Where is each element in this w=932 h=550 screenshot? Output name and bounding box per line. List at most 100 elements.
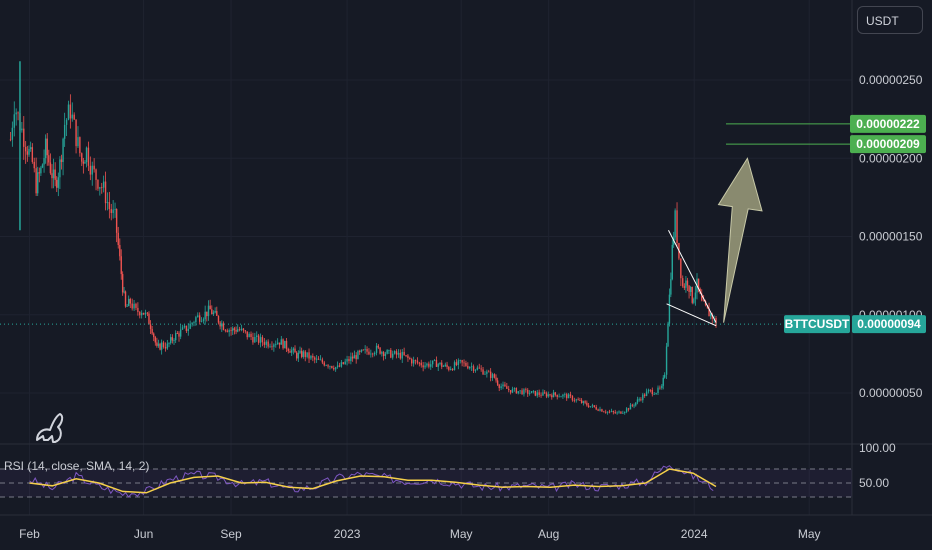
rsi-indicator-label[interactable]: RSI (14, close, SMA, 14, 2) — [4, 459, 150, 473]
candle-body — [422, 365, 424, 368]
candle-53 — [102, 175, 105, 193]
candle-243 — [446, 361, 448, 370]
candle-body — [238, 329, 241, 331]
candle-body — [209, 305, 211, 310]
symbol-badge-text: BTTCUSDT — [785, 317, 850, 331]
candle-body — [668, 294, 671, 324]
candle-292 — [538, 389, 540, 398]
candle-body — [348, 359, 350, 362]
candle-body — [683, 286, 686, 288]
candle-149 — [273, 343, 275, 352]
candle-body — [43, 158, 45, 165]
candle-body — [104, 181, 107, 204]
candle-body — [73, 114, 75, 120]
candle-body — [256, 335, 258, 337]
candle-body — [56, 179, 58, 188]
candle-181 — [331, 365, 333, 369]
candle-259 — [476, 365, 479, 371]
candle-body — [381, 352, 383, 354]
candle-298 — [549, 394, 551, 397]
candle-body — [38, 172, 41, 174]
candle-150 — [275, 340, 277, 348]
candle-218 — [399, 349, 402, 360]
candle-body — [465, 362, 467, 366]
candle-body — [435, 359, 438, 367]
candle-body — [504, 384, 506, 387]
candle-body — [302, 351, 305, 357]
candle-76 — [142, 312, 145, 315]
candle-body — [586, 402, 588, 406]
candle-body — [294, 348, 296, 353]
candle-body — [433, 359, 436, 361]
candle-body — [403, 351, 405, 356]
candle-body — [179, 329, 182, 337]
candle-body — [115, 209, 118, 233]
candle-206 — [377, 344, 380, 350]
candle-320 — [589, 406, 592, 408]
candle-body — [242, 328, 245, 331]
candle-body — [52, 169, 55, 179]
candle-50 — [97, 179, 99, 191]
candle-body — [595, 407, 597, 410]
candle-91 — [168, 342, 170, 348]
candle-body — [444, 364, 446, 367]
candle-301 — [554, 391, 557, 397]
candle-body — [24, 146, 27, 152]
candle-338 — [624, 411, 626, 415]
candle-body — [71, 114, 73, 119]
candle-body — [453, 362, 456, 370]
candle-body — [87, 147, 90, 166]
candle-body — [275, 344, 277, 346]
candle-body — [48, 155, 50, 163]
candle-132 — [240, 324, 243, 332]
candle-body — [655, 392, 657, 395]
candle-179 — [327, 364, 329, 369]
candle-241 — [442, 364, 445, 368]
candle-120 — [219, 321, 221, 330]
candle-274 — [504, 381, 506, 387]
candle-16 — [38, 167, 41, 183]
candle-373 — [685, 275, 687, 293]
candle-190 — [348, 356, 350, 364]
candle-37 — [73, 112, 75, 121]
candle-155 — [284, 340, 286, 349]
candle-354 — [653, 391, 655, 395]
candle-157 — [287, 347, 289, 354]
candle-27 — [56, 176, 58, 193]
candle-194 — [355, 352, 357, 364]
candle-134 — [244, 330, 247, 334]
candle-188 — [344, 358, 346, 365]
candle-body — [478, 367, 480, 369]
candle-353 — [651, 387, 654, 397]
candle-body — [591, 405, 594, 407]
candle-body — [351, 356, 354, 359]
candle-body — [651, 390, 654, 395]
currency-button[interactable]: USDT — [857, 6, 923, 34]
candle-body — [357, 351, 359, 360]
candle-body — [426, 363, 428, 366]
candle-body — [589, 406, 592, 408]
candle-body — [191, 322, 193, 324]
candle-body — [159, 343, 161, 350]
candle-body — [463, 362, 465, 364]
candle-212 — [388, 349, 390, 354]
candle-162 — [295, 351, 298, 361]
candle-body — [360, 349, 363, 352]
candle-242 — [444, 362, 446, 368]
candle-body — [224, 329, 227, 331]
candle-262 — [482, 366, 484, 375]
candle-69 — [129, 297, 131, 308]
candle-141 — [257, 333, 260, 345]
candle-body — [62, 138, 64, 163]
candle-138 — [252, 332, 254, 345]
candle-336 — [620, 411, 622, 414]
candle-270 — [496, 377, 499, 387]
candle-11 — [29, 141, 32, 152]
candle-72 — [135, 302, 137, 311]
candle-body — [390, 349, 392, 358]
candle-10 — [28, 145, 30, 157]
candle-body — [237, 329, 239, 332]
candle-body — [562, 394, 564, 397]
